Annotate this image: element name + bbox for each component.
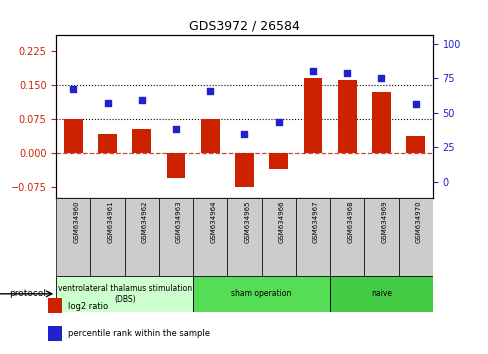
Bar — [337, 80, 356, 153]
Bar — [56, 198, 90, 276]
Bar — [193, 198, 227, 276]
Bar — [303, 78, 322, 153]
Point — [240, 131, 248, 136]
Bar — [201, 119, 219, 153]
Point — [138, 97, 145, 103]
Title: GDS3972 / 26584: GDS3972 / 26584 — [189, 20, 299, 33]
Text: GSM634967: GSM634967 — [312, 201, 318, 243]
Bar — [98, 133, 117, 153]
Text: ventrolateral thalamus stimulation
(DBS): ventrolateral thalamus stimulation (DBS) — [58, 284, 191, 303]
Text: protocol: protocol — [9, 289, 46, 298]
Text: GSM634961: GSM634961 — [107, 201, 113, 243]
Bar — [235, 153, 253, 187]
Bar — [261, 198, 295, 276]
Bar — [48, 298, 61, 313]
Text: GSM634960: GSM634960 — [73, 201, 79, 243]
Bar — [90, 198, 124, 276]
Bar — [56, 276, 193, 312]
Point — [274, 120, 282, 125]
Bar — [124, 198, 159, 276]
Text: GSM634969: GSM634969 — [381, 201, 386, 243]
Bar — [329, 276, 432, 312]
Point — [103, 100, 111, 106]
Bar — [193, 276, 329, 312]
Point — [69, 86, 77, 92]
Bar — [398, 198, 432, 276]
Text: percentile rank within the sample: percentile rank within the sample — [68, 330, 209, 338]
Text: GSM634966: GSM634966 — [278, 201, 284, 243]
Point — [206, 88, 214, 93]
Text: naive: naive — [370, 289, 391, 298]
Bar — [227, 198, 261, 276]
Point — [411, 102, 419, 107]
Text: log2 ratio: log2 ratio — [68, 302, 108, 311]
Point — [343, 70, 350, 75]
Text: GSM634964: GSM634964 — [210, 201, 216, 243]
Bar — [166, 153, 185, 178]
Bar — [295, 198, 329, 276]
Point — [377, 75, 385, 81]
Bar — [48, 326, 61, 341]
Text: GSM634963: GSM634963 — [176, 201, 182, 243]
Text: GSM634962: GSM634962 — [142, 201, 147, 243]
Text: sham operation: sham operation — [231, 289, 291, 298]
Bar — [132, 130, 151, 153]
Bar — [64, 119, 82, 153]
Point — [308, 68, 316, 74]
Bar — [406, 136, 424, 153]
Bar — [269, 153, 287, 169]
Point — [172, 126, 180, 132]
Text: GSM634965: GSM634965 — [244, 201, 250, 243]
Bar — [159, 198, 193, 276]
Bar — [371, 92, 390, 153]
Text: GSM634970: GSM634970 — [415, 201, 421, 243]
Bar — [329, 198, 364, 276]
Text: GSM634968: GSM634968 — [346, 201, 352, 243]
Bar — [364, 198, 398, 276]
